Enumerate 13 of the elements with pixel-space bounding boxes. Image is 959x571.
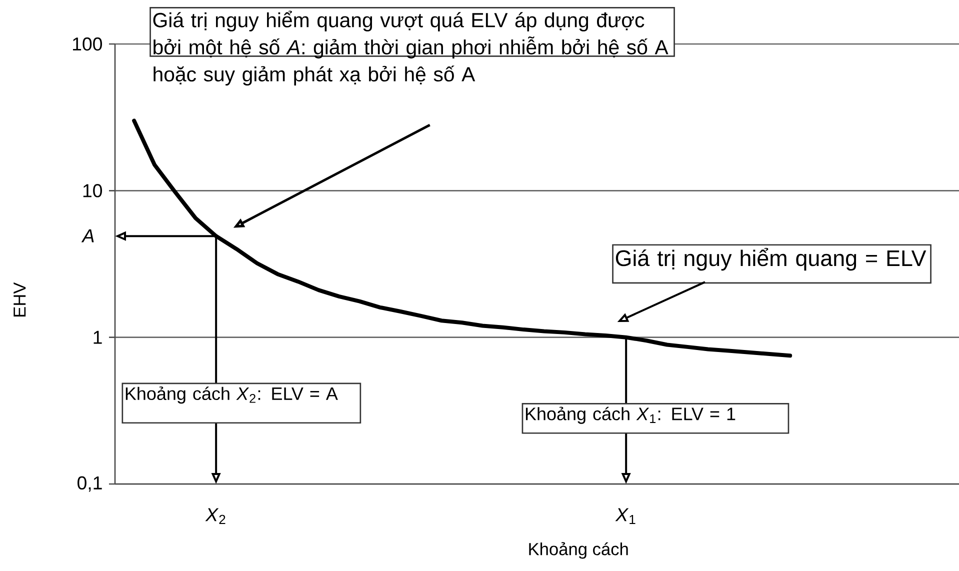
y-tick-label: 1 <box>94 330 102 344</box>
text: A <box>81 229 94 242</box>
annotation: Giá trị nguy hiểm quang vượt quá ELV áp dụng được bởi một hệ số A: giảm thời gian phơi nhiễm bởi hệ số A hoặc suy giảm phát xạ bởi hệ số A <box>153 10 668 86</box>
x-tick-label: X$_{1}$ <box>615 508 636 524</box>
x-axis-title: Khoảng cách <box>529 542 628 559</box>
x-tick-label: X$_{2}$ <box>205 508 226 524</box>
y-tick-label: 100 <box>73 37 102 51</box>
annotation: Khoảng cách X$_{1}$: ELV = 1 <box>526 406 736 424</box>
annotation: Giá trị nguy hiểm quang = ELV <box>616 248 926 271</box>
y-axis-title: EHV <box>14 282 26 316</box>
annotation: Khoảng cách X$_{2}$: ELV = A <box>126 386 338 404</box>
y-tick-label: 0,1 <box>78 476 102 492</box>
y-tick-label: 10 <box>83 184 102 198</box>
